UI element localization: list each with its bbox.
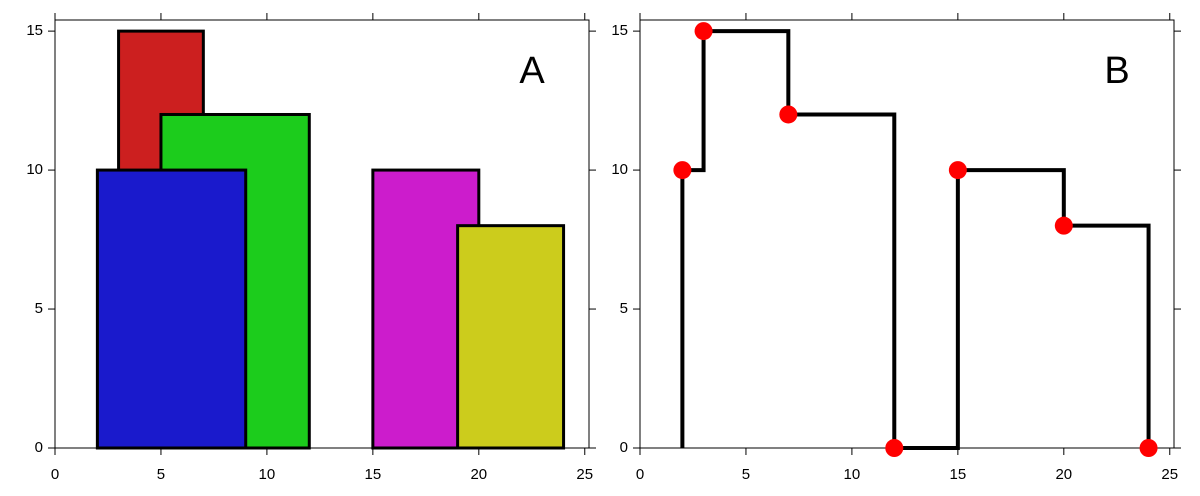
y-tick-label: 15 xyxy=(611,22,628,39)
skyline xyxy=(680,29,1151,450)
x-tick-label: 25 xyxy=(576,466,593,483)
x-tick-label: 5 xyxy=(742,466,750,483)
panel-label: A xyxy=(519,50,545,92)
y-tick-label: 15 xyxy=(26,22,43,39)
x-tick-label: 20 xyxy=(1055,466,1072,483)
y-tick-label: 0 xyxy=(620,439,628,456)
y-tick-label: 10 xyxy=(611,161,628,178)
x-tick-label: 10 xyxy=(844,466,861,483)
key-point xyxy=(779,105,798,124)
plot-area xyxy=(639,19,1175,449)
key-point xyxy=(694,22,713,41)
y-tick-label: 0 xyxy=(35,439,43,456)
panel-label: B xyxy=(1104,50,1129,92)
key-point xyxy=(1054,216,1073,235)
y-tick-label: 10 xyxy=(26,161,43,178)
x-tick-label: 0 xyxy=(51,466,59,483)
key-point xyxy=(1139,439,1158,457)
y-tick-label: 5 xyxy=(620,300,628,317)
x-tick-label: 10 xyxy=(259,466,276,483)
x-tick-label: 20 xyxy=(470,466,487,483)
key-point xyxy=(885,439,904,457)
building xyxy=(456,224,566,450)
key-point xyxy=(673,161,692,180)
x-tick-label: 15 xyxy=(365,466,382,483)
x-tick-label: 5 xyxy=(157,466,165,483)
x-tick-label: 15 xyxy=(950,466,967,483)
x-tick-label: 0 xyxy=(636,466,644,483)
building xyxy=(95,168,248,450)
x-tick-label: 25 xyxy=(1161,466,1178,483)
y-tick-label: 5 xyxy=(35,300,43,317)
key-point xyxy=(948,161,967,180)
